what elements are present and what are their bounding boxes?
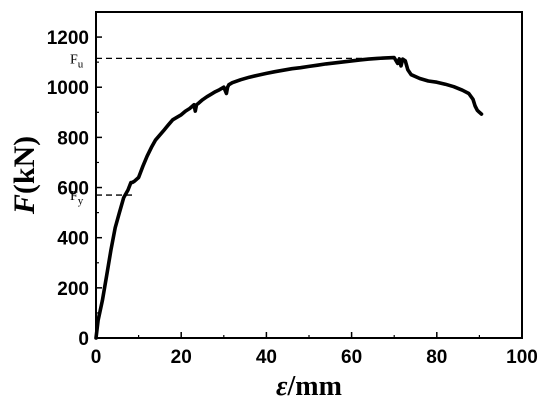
y-tick-label: 600 [57, 179, 89, 200]
y-axis-unit: (kN) [8, 136, 41, 194]
y-tick-label: 800 [57, 128, 89, 149]
x-tick-label: 40 [256, 347, 277, 368]
x-tick-label: 60 [341, 347, 362, 368]
y-axis-title: F(kN) [8, 136, 41, 215]
y-tick-label: 1000 [47, 78, 89, 99]
series-line-0 [94, 55, 484, 340]
y-tick-label: 400 [57, 229, 89, 250]
x-axis-title: ε/mm [276, 371, 342, 402]
reference-label-main: F [70, 52, 78, 67]
reference-label-sub: u [78, 58, 84, 70]
y-tick-label: 200 [57, 279, 89, 300]
plot-frame [95, 11, 523, 339]
reference-label-main: F [70, 189, 78, 204]
x-tick-label: 0 [91, 347, 102, 368]
series-layer [94, 55, 484, 340]
reference-label-Fy: Fy [70, 189, 84, 207]
x-tick-label: 20 [171, 347, 192, 368]
x-tick-label: 100 [506, 347, 538, 368]
x-axis-symbol: ε [276, 371, 288, 402]
y-tick-label: 0 [78, 329, 89, 350]
reference-label-sub: y [78, 195, 84, 207]
x-axis-unit: /mm [287, 371, 342, 402]
reference-label-Fu: Fu [70, 52, 84, 70]
y-axis-symbol: F [8, 194, 41, 215]
y-tick-label: 1200 [47, 28, 89, 49]
x-tick-label: 80 [426, 347, 447, 368]
